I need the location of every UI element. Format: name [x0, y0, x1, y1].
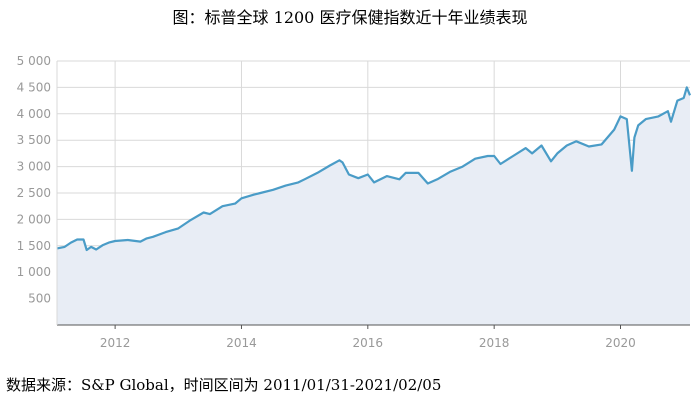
y-tick-label: 2 000 [17, 212, 51, 226]
y-tick-label: 4 500 [17, 80, 51, 94]
x-tick-label: 2016 [353, 336, 384, 350]
x-tick-label: 2020 [605, 336, 636, 350]
axis-layer [56, 61, 690, 329]
x-tick-label: 2018 [479, 336, 510, 350]
y-tick-label: 500 [28, 292, 51, 306]
y-tick-label: 1 500 [17, 239, 51, 253]
y-tick-label: 3 000 [17, 160, 51, 174]
x-tick-label: 2014 [226, 336, 257, 350]
tick-label-layer: 500 1 000 1 500 2 000 2 500 3 000 3 500 4 000 4 … [17, 54, 636, 350]
y-tick-label: 1 000 [17, 265, 51, 279]
y-tick-label: 3 500 [17, 133, 51, 147]
chart-title: 图：标普全球 1200 医疗保健指数近十年业绩表现 [172, 8, 528, 27]
y-tick-label: 5 000 [17, 54, 51, 68]
y-tick-label: 4 000 [17, 107, 51, 121]
series-area [57, 87, 690, 326]
x-tick-label: 2012 [100, 336, 131, 350]
series-line [56, 86, 692, 252]
area-layer [56, 86, 692, 326]
source-note: 数据来源：S&P Global，时间区间为 2011/01/31-2021/02… [6, 376, 442, 394]
y-tick-label: 2 500 [17, 186, 51, 200]
